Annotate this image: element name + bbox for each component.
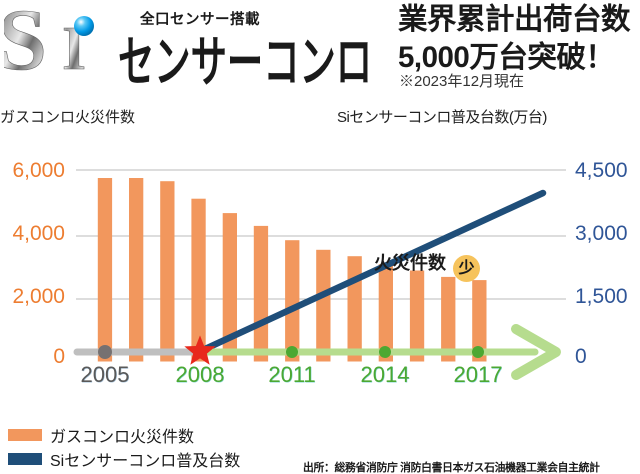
svg-text:S: S [4, 4, 47, 84]
